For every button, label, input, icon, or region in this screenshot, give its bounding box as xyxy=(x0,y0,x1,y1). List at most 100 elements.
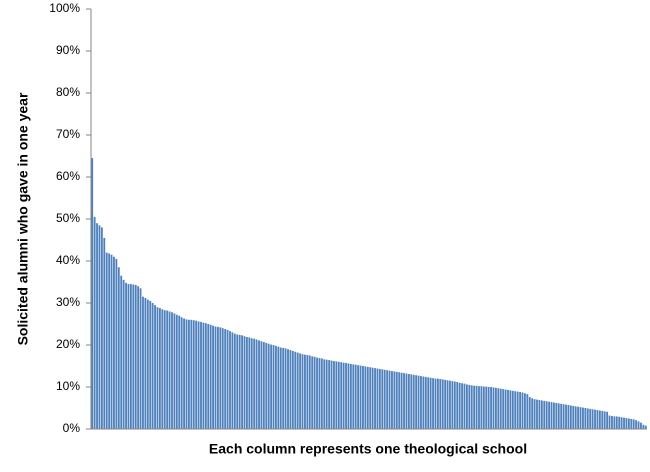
bar xyxy=(482,386,485,429)
y-tick-label: 0% xyxy=(63,421,81,435)
bar xyxy=(521,392,524,429)
y-tick-label: 60% xyxy=(56,169,80,183)
bar xyxy=(132,284,135,429)
bar xyxy=(330,360,333,429)
bar xyxy=(429,377,432,429)
bar xyxy=(120,275,123,429)
bar xyxy=(502,389,505,429)
bar xyxy=(129,284,132,429)
bar xyxy=(557,403,560,429)
bar xyxy=(601,410,604,429)
bar xyxy=(550,402,553,429)
bar xyxy=(197,321,200,429)
y-tick-label: 70% xyxy=(56,127,80,141)
bar xyxy=(572,405,575,429)
bar xyxy=(299,353,302,429)
bar xyxy=(536,399,538,429)
bar xyxy=(436,378,439,429)
bar xyxy=(560,403,563,429)
bar xyxy=(352,364,355,429)
y-tick-label: 10% xyxy=(56,379,80,393)
bar xyxy=(195,320,198,429)
bar xyxy=(306,355,309,429)
bar xyxy=(388,370,391,429)
bar xyxy=(376,368,379,429)
bar xyxy=(291,350,294,429)
bar xyxy=(478,386,480,429)
bar xyxy=(125,282,127,429)
bar xyxy=(178,315,181,429)
bar xyxy=(475,385,478,429)
bar xyxy=(296,352,299,429)
bar xyxy=(246,337,248,429)
bar xyxy=(381,369,384,429)
bar xyxy=(632,419,635,429)
bar xyxy=(458,382,461,429)
bar xyxy=(248,337,251,429)
bar xyxy=(173,313,176,429)
bar xyxy=(362,366,364,429)
bar xyxy=(328,360,331,429)
bar xyxy=(156,307,159,429)
bar xyxy=(238,334,241,429)
bar xyxy=(221,328,224,429)
bar xyxy=(311,356,314,429)
bar xyxy=(340,362,343,429)
bar xyxy=(185,319,188,429)
bar xyxy=(623,417,625,429)
bar xyxy=(497,388,500,429)
bar xyxy=(432,378,434,429)
bar xyxy=(313,356,316,429)
bar xyxy=(241,335,244,429)
bar xyxy=(427,377,430,429)
bar xyxy=(465,384,468,429)
bar xyxy=(461,383,463,429)
y-tick-label: 100% xyxy=(49,1,80,15)
bar xyxy=(378,368,381,429)
bar xyxy=(192,320,195,429)
bar xyxy=(494,387,497,429)
bar xyxy=(151,303,154,429)
bar xyxy=(434,378,437,429)
bar xyxy=(369,367,372,429)
bar xyxy=(620,417,623,429)
bar xyxy=(122,279,125,429)
bar xyxy=(275,345,277,429)
bar xyxy=(316,357,318,429)
bar xyxy=(480,386,483,429)
bar xyxy=(180,317,183,429)
bar xyxy=(243,336,246,429)
bar xyxy=(277,346,280,429)
bar xyxy=(386,370,389,429)
bar xyxy=(463,383,466,429)
bar xyxy=(393,371,396,429)
bar xyxy=(630,418,633,429)
bar xyxy=(586,408,589,429)
bar xyxy=(422,376,425,429)
bar xyxy=(337,361,340,429)
bar xyxy=(229,331,231,429)
bar xyxy=(594,409,596,429)
bar xyxy=(187,319,190,429)
bar xyxy=(212,325,214,429)
bar xyxy=(562,404,565,429)
bar xyxy=(371,367,374,429)
bar xyxy=(200,321,202,429)
bar xyxy=(574,406,577,429)
bar xyxy=(514,391,517,429)
bar xyxy=(287,349,289,429)
bar xyxy=(407,373,410,429)
bar xyxy=(224,329,227,429)
bar xyxy=(258,340,260,429)
bar xyxy=(110,254,113,429)
bar xyxy=(219,327,222,429)
bar xyxy=(528,397,531,429)
bar xyxy=(470,385,473,429)
bar xyxy=(538,400,541,429)
bar xyxy=(591,409,594,429)
bar xyxy=(403,373,405,429)
bar xyxy=(504,389,507,429)
bar xyxy=(91,158,94,429)
bar xyxy=(618,416,621,429)
bar xyxy=(507,389,509,429)
